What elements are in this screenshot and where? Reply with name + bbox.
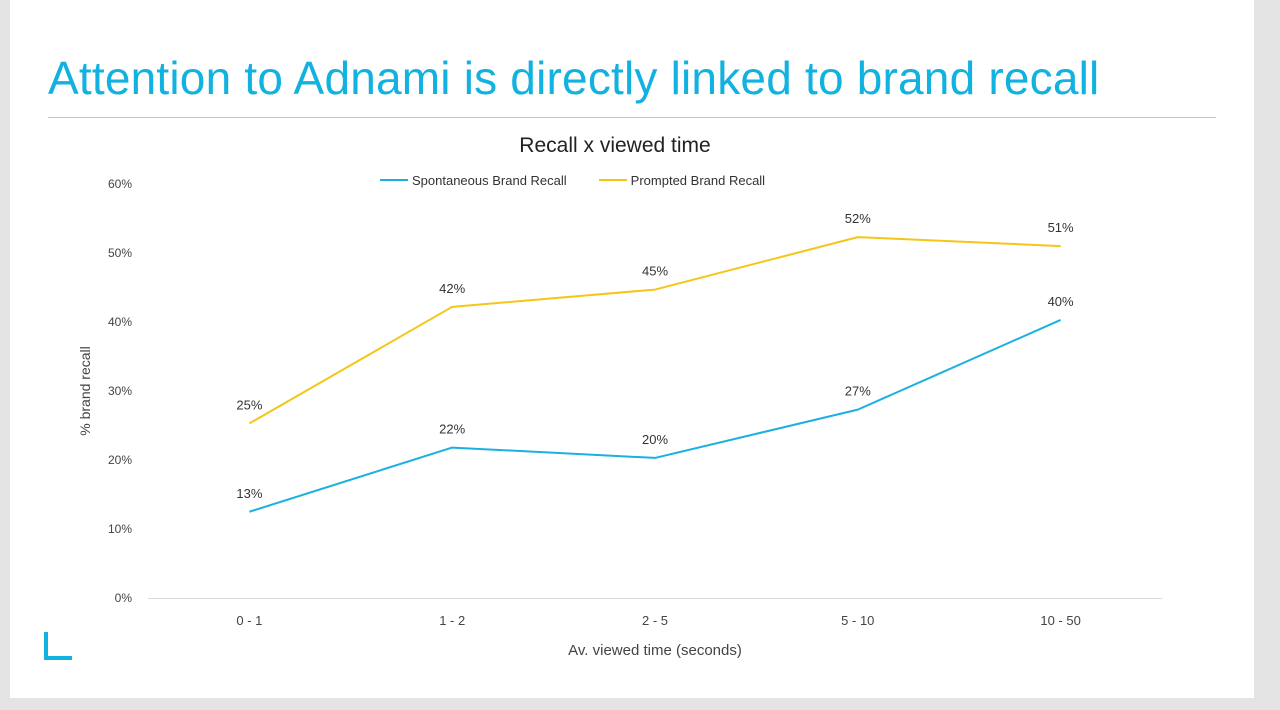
data-label: 27% [845, 384, 871, 399]
y-tick-label: 20% [108, 453, 132, 467]
legend-label-spontaneous: Spontaneous Brand Recall [412, 172, 567, 188]
data-label: 25% [236, 397, 262, 412]
legend-swatch-prompted [598, 179, 627, 181]
data-label: 45% [642, 264, 668, 279]
legend-label-prompted: Prompted Brand Recall [630, 172, 766, 188]
data-label: 51% [1048, 220, 1074, 235]
data-label: 52% [845, 211, 871, 226]
y-tick-label: 40% [108, 315, 132, 329]
slide-title: Attention to Adnami is directly linked t… [48, 52, 1100, 104]
y-tick-label: 30% [108, 384, 132, 398]
y-tick-label: 60% [108, 177, 132, 191]
x-axis-label: Av. viewed time (seconds) [568, 642, 742, 659]
legend-item-spontaneous: Spontaneous Brand Recall [380, 173, 567, 188]
x-tick-label: 1 - 2 [439, 613, 465, 628]
x-tick-label: 10 - 50 [1040, 613, 1080, 628]
data-label: 22% [439, 422, 465, 437]
data-label: 20% [642, 432, 668, 447]
data-label: 13% [236, 486, 262, 501]
chart-title: Recall x viewed time [519, 134, 711, 157]
x-tick-label: 2 - 5 [642, 613, 668, 628]
slide: Attention to Adnami is directly linked t… [10, 0, 1254, 698]
x-tick-label: 5 - 10 [841, 613, 874, 628]
series-line-spontaneous [249, 319, 1062, 513]
brand-corner-mark [44, 632, 72, 660]
y-axis-label: % brand recall [77, 346, 93, 436]
data-label: 40% [1048, 294, 1074, 309]
series-line-prompted [248, 236, 1061, 425]
data-label: 42% [439, 281, 465, 296]
legend-item-prompted: Prompted Brand Recall [598, 172, 766, 188]
y-tick-label: 50% [108, 246, 132, 260]
legend-swatch-spontaneous [380, 179, 408, 181]
chart-legend: Spontaneous Brand Recall Prompted Brand … [380, 170, 880, 190]
title-divider [48, 117, 1216, 118]
y-tick-label: 0% [115, 591, 133, 605]
x-tick-label: 0 - 1 [236, 613, 262, 628]
y-tick-label: 10% [108, 522, 132, 536]
